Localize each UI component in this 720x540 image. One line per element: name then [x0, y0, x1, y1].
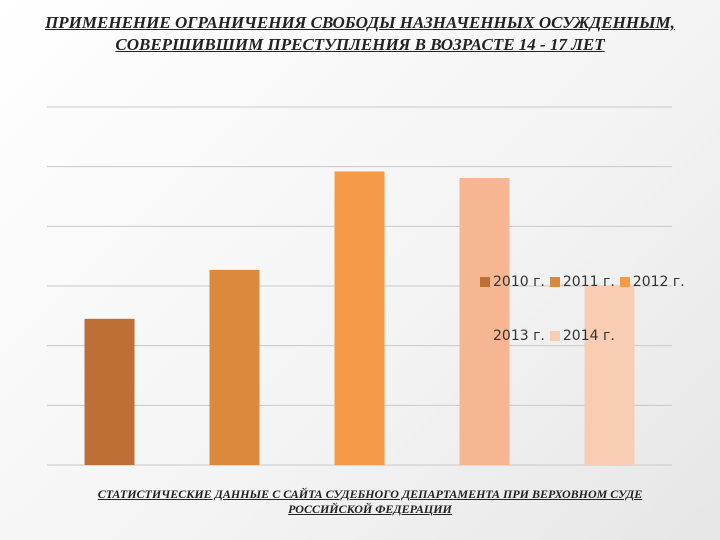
- legend-item: 2012 г.: [619, 274, 685, 290]
- bar: [84, 318, 135, 465]
- legend-item: 2013 г.: [480, 328, 545, 344]
- legend-item: 2011 г.: [549, 274, 615, 290]
- legend-swatch: [480, 277, 490, 287]
- legend: 2010 г. 2011 г. 2012 г. 2013 г. 2014 г.: [480, 274, 695, 344]
- legend-item: 2010 г.: [480, 274, 545, 290]
- legend-label: 2010 г.: [493, 274, 545, 290]
- bar: [584, 286, 635, 465]
- legend-swatch: [549, 277, 560, 287]
- legend-label: 2011 г.: [562, 274, 615, 290]
- legend-label: 2012 г.: [632, 274, 685, 290]
- legend-item: 2014 г.: [549, 328, 615, 344]
- bar: [209, 269, 260, 465]
- chart-title: ПРИМЕНЕНИЕ ОГРАНИЧЕНИЯ СВОБОДЫ НАЗНАЧЕНН…: [45, 13, 675, 54]
- caption: СТАТИСТИЧЕСКИЕ ДАННЫЕ С САЙТА СУДЕБНОГО …: [97, 487, 643, 516]
- bar: [459, 178, 510, 465]
- legend-swatch: [619, 277, 630, 287]
- legend-swatch: [549, 331, 560, 341]
- bar: [334, 171, 385, 465]
- legend-swatch: [480, 331, 490, 341]
- legend-label: 2014 г.: [562, 328, 615, 344]
- legend-label: 2013 г.: [493, 328, 545, 344]
